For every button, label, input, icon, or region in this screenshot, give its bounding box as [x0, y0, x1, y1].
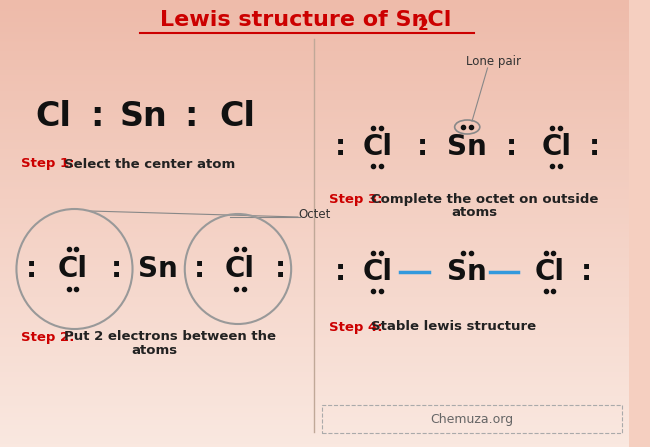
Text: Cl: Cl: [541, 133, 571, 161]
Text: :: :: [90, 101, 103, 134]
Text: Cl: Cl: [534, 258, 564, 286]
Text: Sn: Sn: [138, 255, 177, 283]
Text: Lone pair: Lone pair: [466, 55, 521, 68]
Text: Cl: Cl: [225, 255, 255, 283]
Text: Sn: Sn: [447, 258, 487, 286]
Text: Step 4:: Step 4:: [329, 320, 382, 333]
Text: Step 1:: Step 1:: [21, 157, 75, 170]
Text: Cl: Cl: [362, 133, 392, 161]
Text: :: :: [275, 255, 286, 283]
Text: Lewis structure of SnCl: Lewis structure of SnCl: [160, 10, 451, 30]
Text: Step 2:: Step 2:: [21, 330, 75, 343]
Text: :: :: [506, 133, 517, 161]
Text: :: :: [111, 255, 122, 283]
Text: atoms: atoms: [451, 207, 497, 219]
Text: Chemuza.org: Chemuza.org: [430, 413, 514, 426]
Text: :: :: [184, 101, 197, 134]
Text: :: :: [335, 133, 346, 161]
Text: Put 2 electrons between the: Put 2 electrons between the: [64, 330, 276, 343]
Text: :: :: [194, 255, 205, 283]
Text: :: :: [335, 258, 346, 286]
Text: Complete the octet on outside: Complete the octet on outside: [371, 193, 599, 206]
Text: Stable lewis structure: Stable lewis structure: [371, 320, 537, 333]
Text: 2: 2: [418, 17, 428, 33]
Text: Cl: Cl: [219, 101, 255, 134]
Text: Cl: Cl: [35, 101, 71, 134]
Text: :: :: [588, 133, 599, 161]
Text: atoms: atoms: [132, 345, 178, 358]
Bar: [322, 405, 622, 433]
Text: Select the center atom: Select the center atom: [64, 157, 235, 170]
Text: Cl: Cl: [362, 258, 392, 286]
Text: Sn: Sn: [120, 101, 167, 134]
Text: Step 3:: Step 3:: [329, 193, 382, 206]
Text: Octet: Octet: [298, 208, 330, 222]
Text: Cl: Cl: [58, 255, 88, 283]
Text: :: :: [417, 133, 428, 161]
Text: :: :: [25, 255, 36, 283]
Text: Sn: Sn: [447, 133, 487, 161]
Text: :: :: [580, 258, 592, 286]
